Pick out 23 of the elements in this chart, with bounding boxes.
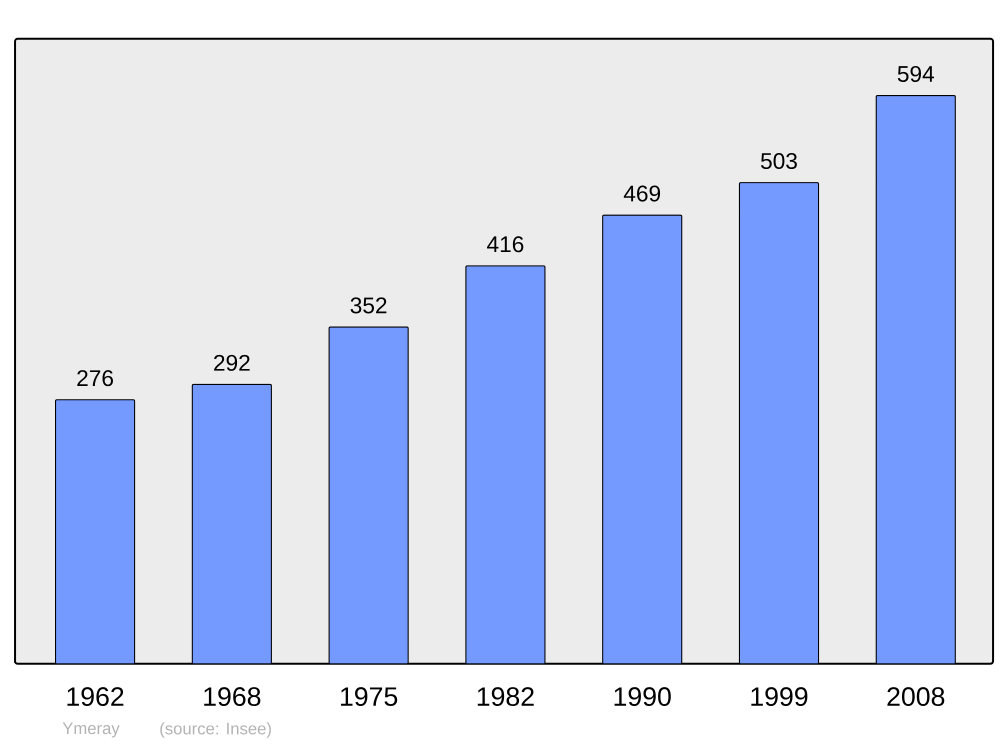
x-tick-label: 1982 — [478, 687, 534, 706]
text: Ymeray — [62, 722, 120, 738]
bar — [55, 399, 136, 664]
data-label: 503 — [760, 152, 797, 170]
bar — [465, 265, 546, 664]
x-tick-label: 1962 — [67, 687, 124, 706]
text: (source: Insee) — [160, 722, 271, 738]
data-label: 292 — [214, 354, 250, 371]
x-tick-label: 1968 — [204, 687, 260, 706]
bar — [192, 384, 272, 664]
data-label: 276 — [77, 370, 113, 386]
bar — [876, 95, 956, 664]
data-label: 594 — [898, 66, 934, 82]
data-label: 352 — [350, 297, 386, 314]
bar — [602, 214, 682, 664]
bar — [738, 182, 820, 664]
bar — [328, 326, 409, 664]
x-tick-label: 2008 — [887, 687, 944, 706]
x-tick-label: 1975 — [341, 687, 398, 706]
x-tick-label: 1999 — [751, 687, 808, 706]
data-label: 469 — [624, 186, 660, 202]
x-tick-label: 1990 — [614, 687, 671, 706]
data-label: 416 — [487, 236, 524, 252]
